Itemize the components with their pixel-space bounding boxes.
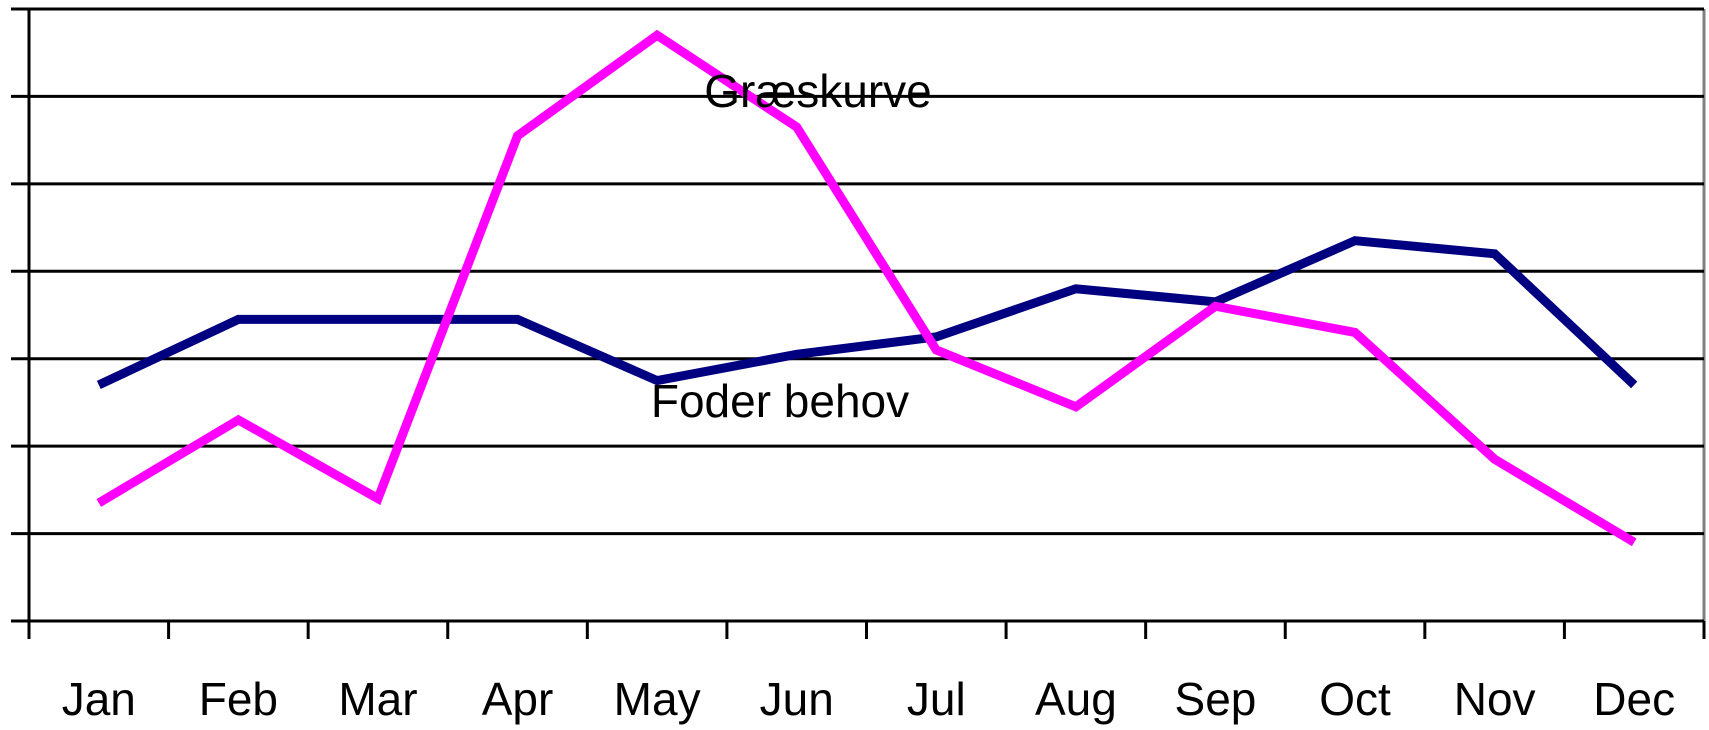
x-tick-label: Oct — [1319, 673, 1391, 725]
x-tick-label: Nov — [1454, 673, 1536, 725]
x-tick-label: Apr — [482, 673, 554, 725]
series-line — [96, 29, 1637, 547]
x-tick-label: Dec — [1593, 673, 1675, 725]
series-label: Græskurve — [704, 65, 931, 117]
x-tick-label: May — [614, 673, 701, 725]
x-tick-label: Jul — [907, 673, 966, 725]
x-tick-label: Jun — [760, 673, 834, 725]
x-tick-label: Mar — [338, 673, 417, 725]
x-tick-label: Aug — [1035, 673, 1117, 725]
x-tick-label: Feb — [199, 673, 278, 725]
series-label: Foder behov — [651, 375, 909, 427]
series-line — [96, 236, 1638, 390]
x-tick-label: Jan — [62, 673, 136, 725]
x-tick-label: Sep — [1175, 673, 1257, 725]
